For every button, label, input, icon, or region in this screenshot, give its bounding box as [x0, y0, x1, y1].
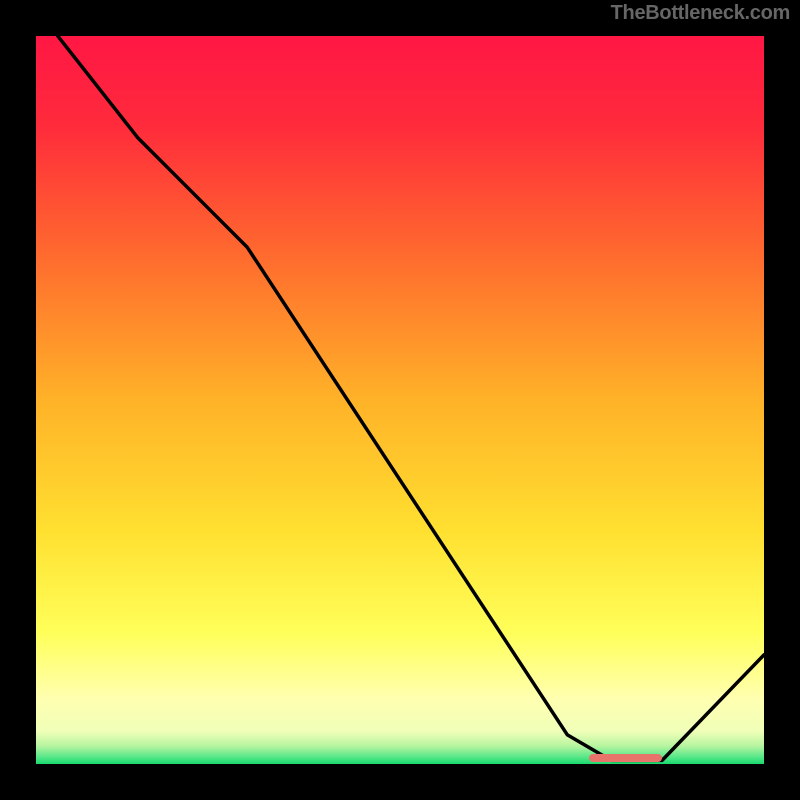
curve-layer: [36, 36, 764, 764]
attribution-container: TheBottleneck.com: [611, 2, 790, 25]
bottleneck-curve: [58, 36, 764, 760]
chart-plot-area: [32, 32, 768, 768]
optimal-range-marker: [589, 754, 662, 762]
attribution-text: TheBottleneck.com: [611, 2, 790, 24]
